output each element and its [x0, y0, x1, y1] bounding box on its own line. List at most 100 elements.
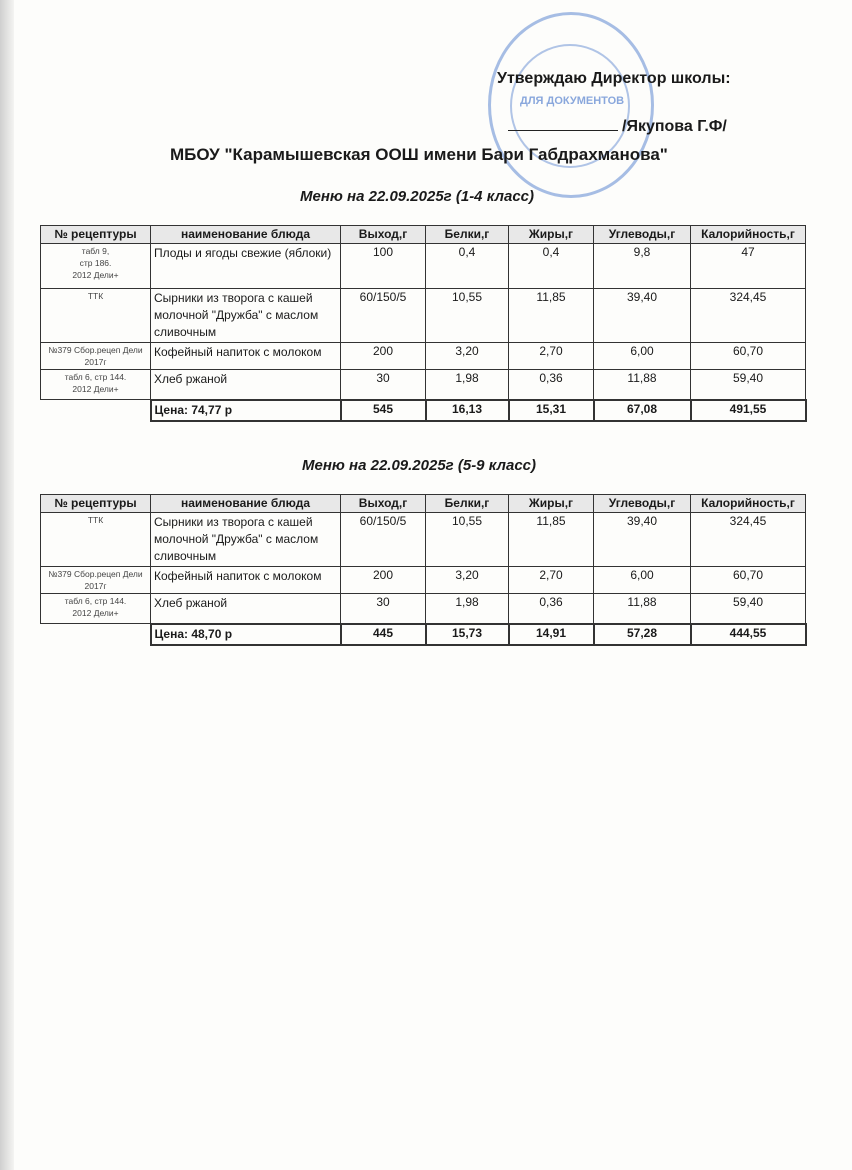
recipe-code: табл 6, стр 144. 2012 Дели+: [40, 593, 151, 624]
nutrition-value: 10,55: [425, 288, 509, 343]
column-header: Калорийность,г: [690, 225, 806, 244]
column-header: № рецептуры: [40, 225, 151, 244]
recipe-code: №379 Сбор.рецеп Дели 2017г: [40, 342, 151, 370]
approval-line: Утверждаю Директор школы:: [497, 70, 731, 87]
dish-name: Сырники из творога с кашей молочной "Дру…: [150, 512, 341, 567]
nutrition-value: 10,55: [425, 512, 509, 567]
school-stamp: [488, 12, 654, 198]
table-row: табл 9, стр 186. 2012 Дели+ Плоды и ягоды…: [40, 243, 806, 289]
scan-edge: [0, 0, 14, 1170]
menu-title-5-9: Меню на 22.09.2025г (5-9 класс): [302, 457, 537, 474]
dish-name: Сырники из творога с кашей молочной "Дру…: [150, 288, 341, 343]
nutrition-value: 200: [340, 566, 426, 594]
signature-line: /Якупова Г.Ф/: [508, 118, 727, 136]
total-value: 15,73: [424, 622, 510, 646]
total-row: Цена: 74,77 р 545 16,13 15,31 67,08 491,55: [41, 398, 807, 422]
nutrition-value: 39,40: [593, 512, 691, 567]
column-header: Белки,г: [425, 494, 509, 513]
table-row: №379 Сбор.рецеп Дели 2017г Кофейный напит…: [40, 342, 806, 370]
total-value: 16,13: [424, 398, 510, 422]
nutrition-value: 11,85: [508, 512, 594, 567]
column-header: Калорийность,г: [690, 494, 806, 513]
table-row: ТТК Сырники из творога с кашей молочной "…: [40, 512, 806, 567]
nutrition-value: 11,88: [593, 369, 691, 400]
nutrition-value: 11,85: [508, 288, 594, 343]
dish-name: Хлеб ржаной: [150, 593, 341, 624]
total-value: 545: [339, 398, 427, 422]
nutrition-value: 59,40: [690, 593, 806, 624]
nutrition-value: 1,98: [425, 369, 509, 400]
column-header: Белки,г: [425, 225, 509, 244]
recipe-code: табл 6, стр 144. 2012 Дели+: [40, 369, 151, 400]
dish-name: Кофейный напиток с молоком: [150, 342, 341, 370]
school-stamp-inner: [510, 44, 630, 168]
table-row: №379 Сбор.рецеп Дели 2017г Кофейный напит…: [40, 566, 806, 594]
blank-cell: [41, 624, 151, 645]
column-header: Выход,г: [340, 494, 426, 513]
nutrition-value: 2,70: [508, 566, 594, 594]
price: Цена: 48,70 р: [149, 622, 342, 646]
nutrition-value: 6,00: [593, 566, 691, 594]
menu-table-1-4: № рецептуры наименование блюда Выход,г Белк…: [40, 225, 807, 422]
nutrition-value: 0,36: [508, 593, 594, 624]
nutrition-value: 3,20: [425, 342, 509, 370]
column-header: № рецептуры: [40, 494, 151, 513]
nutrition-value: 324,45: [690, 288, 806, 343]
nutrition-value: 100: [340, 243, 426, 289]
total-value: 491,55: [689, 398, 807, 422]
column-header: Выход,г: [340, 225, 426, 244]
nutrition-value: 0,36: [508, 369, 594, 400]
nutrition-value: 0,4: [425, 243, 509, 289]
dish-name: Плоды и ягоды свежие (яблоки): [150, 243, 341, 289]
nutrition-value: 6,00: [593, 342, 691, 370]
nutrition-value: 59,40: [690, 369, 806, 400]
table-header-row: № рецептуры наименование блюда Выход,г Белк…: [40, 225, 806, 244]
nutrition-value: 11,88: [593, 593, 691, 624]
menu-title-1-4: Меню на 22.09.2025г (1-4 класс): [300, 188, 535, 205]
total-value: 14,91: [507, 622, 595, 646]
nutrition-value: 47: [690, 243, 806, 289]
price: Цена: 74,77 р: [149, 398, 342, 422]
nutrition-value: 200: [340, 342, 426, 370]
nutrition-value: 39,40: [593, 288, 691, 343]
nutrition-value: 3,20: [425, 566, 509, 594]
nutrition-value: 9,8: [593, 243, 691, 289]
total-value: 444,55: [689, 622, 807, 646]
nutrition-value: 60/150/5: [340, 512, 426, 567]
recipe-code: ТТК: [40, 512, 151, 567]
dish-name: Кофейный напиток с молоком: [150, 566, 341, 594]
total-value: 67,08: [592, 398, 692, 422]
blank-cell: [41, 400, 151, 421]
nutrition-value: 60,70: [690, 342, 806, 370]
total-row: Цена: 48,70 р 445 15,73 14,91 57,28 444,55: [41, 622, 807, 646]
nutrition-value: 324,45: [690, 512, 806, 567]
table-row: ТТК Сырники из творога с кашей молочной "…: [40, 288, 806, 343]
recipe-code: №379 Сбор.рецеп Дели 2017г: [40, 566, 151, 594]
table-row: табл 6, стр 144. 2012 Дели+ Хлеб ржаной 30…: [40, 369, 806, 400]
column-header: наименование блюда: [150, 225, 341, 244]
total-value: 57,28: [592, 622, 692, 646]
nutrition-value: 1,98: [425, 593, 509, 624]
nutrition-value: 0,4: [508, 243, 594, 289]
recipe-code: ТТК: [40, 288, 151, 343]
nutrition-value: 30: [340, 593, 426, 624]
nutrition-value: 30: [340, 369, 426, 400]
menu-table-5-9: № рецептуры наименование блюда Выход,г Белк…: [40, 494, 807, 646]
stamp-text: ДЛЯ ДОКУМЕНТОВ: [520, 95, 625, 107]
nutrition-value: 60,70: [690, 566, 806, 594]
nutrition-value: 60/150/5: [340, 288, 426, 343]
column-header: Жиры,г: [508, 494, 594, 513]
total-value: 445: [339, 622, 427, 646]
table-header-row: № рецептуры наименование блюда Выход,г Белк…: [40, 494, 806, 513]
table-row: табл 6, стр 144. 2012 Дели+ Хлеб ржаной 30…: [40, 593, 806, 624]
column-header: Жиры,г: [508, 225, 594, 244]
director-name: /Якупова Г.Ф/: [622, 118, 727, 135]
column-header: Углеводы,г: [593, 494, 691, 513]
recipe-code: табл 9, стр 186. 2012 Дели+: [40, 243, 151, 289]
column-header: наименование блюда: [150, 494, 341, 513]
total-value: 15,31: [507, 398, 595, 422]
school-name: МБОУ "Карамышевская ООШ имени Бари Габдр…: [170, 145, 668, 164]
column-header: Углеводы,г: [593, 225, 691, 244]
signature-blank: [508, 130, 618, 131]
nutrition-value: 2,70: [508, 342, 594, 370]
